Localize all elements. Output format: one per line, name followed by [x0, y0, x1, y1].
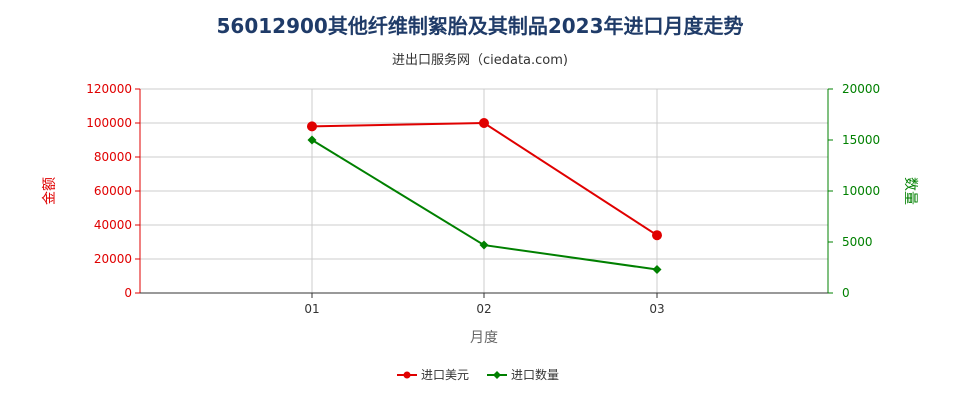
data-point — [307, 121, 317, 132]
left-tick-label: 20000 — [94, 252, 132, 266]
axes: 0200004000060000800001000001200000500010… — [42, 82, 918, 346]
left-tick-label: 40000 — [94, 218, 132, 232]
chart-subtitle: 进出口服务网（ciedata.com) — [391, 53, 568, 68]
legend-marker — [403, 371, 411, 379]
legend-label: 进口数量 — [511, 367, 559, 382]
right-tick-label: 0 — [842, 286, 850, 300]
x-axis-title: 月度 — [470, 330, 498, 346]
x-tick-label: 01 — [304, 302, 319, 316]
right-tick-label: 10000 — [842, 184, 880, 198]
right-tick-label: 20000 — [842, 82, 880, 96]
right-axis-title: 数量 — [902, 177, 918, 205]
data-point — [307, 135, 317, 145]
legend-marker — [493, 371, 501, 379]
left-axis-title: 金额 — [42, 177, 58, 205]
series-layer — [307, 118, 662, 275]
grid-lines — [140, 88, 828, 293]
data-point — [652, 230, 662, 241]
data-point — [479, 118, 489, 128]
left-tick-label: 0 — [124, 286, 132, 300]
legend-label: 进口美元 — [421, 368, 469, 382]
right-tick-label: 15000 — [842, 133, 880, 147]
chart-title: 56012900其他纤维制絮胎及其制品2023年进口月度走势 — [216, 14, 744, 38]
right-tick-label: 5000 — [842, 235, 873, 249]
x-tick-label: 02 — [476, 302, 491, 316]
left-tick-label: 100000 — [86, 116, 132, 130]
left-tick-label: 120000 — [86, 82, 132, 96]
data-point — [479, 240, 489, 250]
left-tick-label: 60000 — [94, 184, 132, 198]
data-point — [652, 265, 662, 275]
legend: 进口美元 进口数量 — [397, 367, 559, 382]
left-tick-label: 80000 — [94, 150, 132, 164]
x-tick-label: 03 — [649, 302, 664, 316]
